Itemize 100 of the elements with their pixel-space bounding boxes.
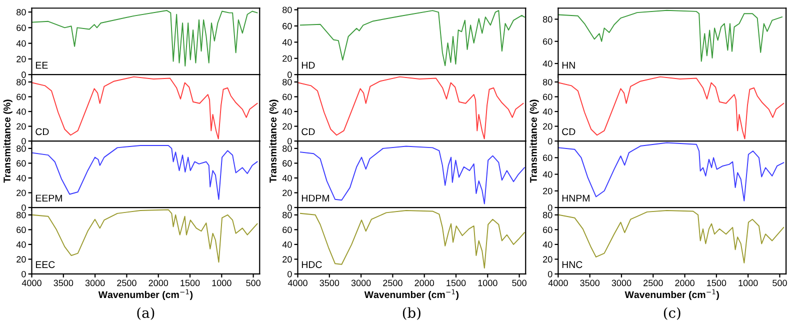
line-series bbox=[558, 142, 784, 202]
y-tick-label: 0 bbox=[22, 72, 26, 78]
y-tick-label: 20 bbox=[282, 123, 292, 130]
y-tick-label: 80 bbox=[282, 145, 292, 152]
y-tick-label: 0 bbox=[548, 270, 552, 278]
line-series bbox=[32, 144, 258, 200]
annotation: HDPM bbox=[302, 194, 329, 202]
y-tick-label: 40 bbox=[282, 241, 292, 248]
y-axis-title: Transmittance (%) bbox=[530, 100, 539, 183]
x-tick-label: 500 bbox=[512, 280, 526, 286]
y-tick-label: 80 bbox=[542, 212, 552, 218]
x-tick-label: 3000 bbox=[612, 280, 632, 286]
y-tick-label: 80 bbox=[282, 6, 292, 14]
line-series bbox=[32, 209, 258, 263]
x-tick-label: 3000 bbox=[351, 280, 371, 286]
x-tick-label: 2500 bbox=[644, 280, 663, 286]
x-tick-label: 2000 bbox=[675, 280, 694, 286]
y-tick-label: 80 bbox=[16, 78, 26, 86]
y-tick-label: 40 bbox=[282, 174, 292, 182]
x-tick-label: 500 bbox=[246, 280, 260, 286]
x-tick-label: 3500 bbox=[320, 280, 340, 286]
line-series bbox=[300, 146, 525, 204]
annotation: CD bbox=[302, 128, 315, 136]
y-tick-label: 0 bbox=[288, 72, 292, 78]
annotation: HNC bbox=[562, 261, 582, 268]
x-tick-label: 2500 bbox=[383, 280, 402, 286]
y-tick-label: 20 bbox=[16, 56, 26, 62]
x-tick-label: 2500 bbox=[117, 280, 136, 286]
x-tick-label: 1000 bbox=[738, 280, 758, 286]
y-tick-label: 20 bbox=[282, 55, 292, 62]
y-tick-label: 0 bbox=[288, 204, 292, 211]
y-tick-label: 80 bbox=[282, 78, 292, 86]
annotation: HNPM bbox=[562, 194, 590, 202]
y-tick-label: 40 bbox=[16, 40, 26, 47]
x-tick-label: 2000 bbox=[414, 280, 434, 286]
y-tick-label: 40 bbox=[542, 241, 552, 248]
y-tick-label: 0 bbox=[22, 270, 26, 278]
x-tick-label: 1000 bbox=[478, 280, 498, 286]
y-tick-label: 0 bbox=[548, 138, 552, 144]
y-tick-label: 60 bbox=[282, 226, 292, 234]
x-tick-label: 1500 bbox=[180, 280, 200, 286]
y-tick-label: 0 bbox=[288, 138, 292, 144]
y-tick-label: 80 bbox=[282, 212, 292, 218]
y-tick-label: 40 bbox=[282, 39, 292, 46]
text: (a) bbox=[137, 307, 154, 320]
x-tick-label: 3500 bbox=[54, 280, 74, 286]
y-tick-label: 60 bbox=[543, 226, 552, 234]
y-tick-label: 60 bbox=[16, 226, 26, 234]
y-tick-label: 40 bbox=[542, 60, 552, 67]
y-tick-label: 0 bbox=[548, 204, 552, 211]
y-tick-label: 60 bbox=[16, 94, 26, 100]
annotation: CD bbox=[562, 128, 576, 136]
y-tick-label: 20 bbox=[543, 123, 552, 130]
text: (c) bbox=[664, 307, 680, 320]
y-axis-title: Transmittance (%) bbox=[269, 100, 278, 183]
y-tick-label: 60 bbox=[282, 160, 292, 167]
y-tick-label: 60 bbox=[543, 94, 552, 100]
y-tick-label: 80 bbox=[542, 78, 552, 86]
x-tick-label: 500 bbox=[772, 280, 787, 286]
line-series bbox=[32, 76, 258, 140]
line-series bbox=[558, 10, 782, 62]
y-tick-label: 20 bbox=[543, 256, 552, 263]
x-tick-label: 3500 bbox=[580, 280, 600, 286]
x-tick-label: 4000 bbox=[548, 280, 568, 286]
y-tick-label: 60 bbox=[16, 24, 26, 32]
y-tick-label: 60 bbox=[543, 38, 552, 45]
y-tick-label: 40 bbox=[16, 241, 26, 248]
x-tick-label: 1500 bbox=[446, 280, 466, 286]
annotation: CD bbox=[36, 128, 49, 136]
y-tick-label: 60 bbox=[282, 94, 292, 100]
y-tick-label: 80 bbox=[542, 16, 552, 23]
y-tick-label: 80 bbox=[16, 212, 26, 218]
y-tick-label: 80 bbox=[16, 145, 26, 152]
y-tick-label: 20 bbox=[16, 123, 26, 130]
line-series bbox=[300, 210, 525, 269]
annotation: EEC bbox=[36, 261, 55, 268]
y-tick-label: 40 bbox=[16, 174, 26, 182]
x-tick-label: 1000 bbox=[212, 280, 232, 286]
annotation: HD bbox=[302, 62, 315, 69]
line-series bbox=[558, 76, 784, 140]
x-axis-title: Wavenumber (cm$^{−1}$) bbox=[364, 289, 459, 300]
x-tick-label: 3000 bbox=[85, 280, 105, 286]
y-tick-label: 60 bbox=[16, 160, 26, 167]
y-tick-label: 60 bbox=[282, 22, 292, 30]
x-axis-title: Wavenumber (cm$^{−1}$) bbox=[624, 289, 719, 300]
y-tick-label: 0 bbox=[22, 138, 26, 144]
x-tick-label: 4000 bbox=[288, 280, 308, 286]
y-tick-label: 20 bbox=[16, 190, 26, 196]
annotation: HN bbox=[562, 62, 575, 69]
y-tick-label: 0 bbox=[22, 204, 26, 211]
x-tick-label: 1500 bbox=[707, 280, 726, 286]
y-axis-title: Transmittance (%) bbox=[3, 100, 12, 183]
y-tick-label: 20 bbox=[282, 256, 292, 263]
y-tick-label: 60 bbox=[543, 154, 552, 162]
y-tick-label: 40 bbox=[282, 108, 292, 115]
y-tick-label: 80 bbox=[16, 9, 26, 16]
line-series bbox=[298, 76, 524, 140]
y-tick-label: 0 bbox=[288, 270, 292, 278]
y-tick-label: 20 bbox=[282, 190, 292, 196]
text: (b) bbox=[402, 307, 420, 320]
